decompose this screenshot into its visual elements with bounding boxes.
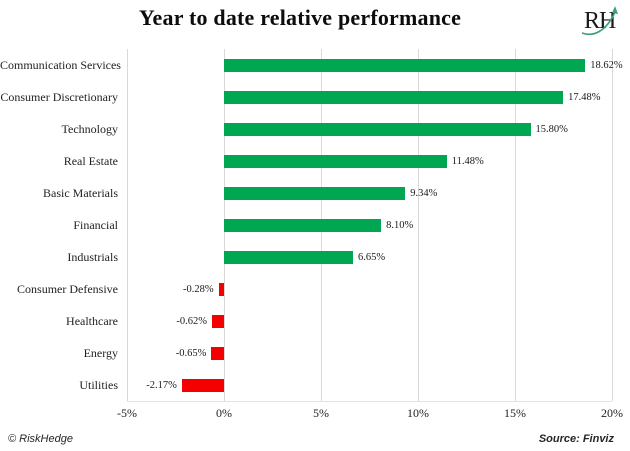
riskhedge-logo: RH xyxy=(580,4,622,40)
category-label-utilities: Utilities xyxy=(79,378,118,392)
x-tick--5: -5% xyxy=(117,406,137,420)
x-tick-10: 10% xyxy=(407,406,429,420)
value-label-technology: 15.80% xyxy=(535,123,568,135)
category-label-energy: Energy xyxy=(83,346,118,360)
x-tick-20: 20% xyxy=(601,406,623,420)
value-label-financial: 8.10% xyxy=(386,219,414,231)
bar-consumer-defensive xyxy=(218,282,224,296)
value-label-healthcare: -0.62% xyxy=(176,315,207,327)
x-tick-5: 5% xyxy=(313,406,329,420)
bar-communication-services xyxy=(224,58,586,72)
category-label-consumer-defensive: Consumer Defensive xyxy=(17,282,118,296)
bar-basic-materials xyxy=(224,186,406,200)
category-label-basic-materials: Basic Materials xyxy=(43,186,118,200)
value-label-consumer-discretionary: 17.48% xyxy=(568,91,601,103)
logo-arrow-icon xyxy=(581,6,618,36)
category-label-financial: Financial xyxy=(73,218,118,232)
category-label-technology: Technology xyxy=(61,122,118,136)
category-label-healthcare: Healthcare xyxy=(66,314,118,328)
category-label-real-estate: Real Estate xyxy=(63,154,118,168)
x-tick-0: 0% xyxy=(216,406,232,420)
bar-technology xyxy=(224,122,531,136)
category-label-industrials: Industrials xyxy=(67,250,118,264)
value-label-industrials: 6.65% xyxy=(358,251,386,263)
bar-industrials xyxy=(224,250,353,264)
gridline-15 xyxy=(515,49,516,401)
gridline--5 xyxy=(127,49,128,401)
value-axis: -5% 0% 5% 10% 15% 20% xyxy=(117,406,623,422)
gridline-20 xyxy=(612,49,613,401)
category-label-communication-services: Communication Services xyxy=(0,58,121,72)
bar-utilities xyxy=(181,378,224,392)
bar-consumer-discretionary xyxy=(224,90,564,104)
value-label-utilities: -2.17% xyxy=(146,379,177,391)
source-text: Source: Finviz xyxy=(538,433,614,445)
gridline-10 xyxy=(418,49,419,401)
value-label-communication-services: 18.62% xyxy=(590,59,623,71)
category-axis: Communication Services Consumer Discretio… xyxy=(0,49,121,401)
bar-energy xyxy=(211,346,224,360)
value-label-real-estate: 11.48% xyxy=(451,155,484,167)
value-label-basic-materials: 9.34% xyxy=(410,187,438,199)
bar-financial xyxy=(224,218,382,232)
bar-real-estate xyxy=(224,154,447,168)
value-label-consumer-defensive: -0.28% xyxy=(182,283,214,295)
x-tick-15: 15% xyxy=(504,406,526,420)
category-label-consumer-discretionary: Consumer Discretionary xyxy=(0,90,118,104)
value-label-energy: -0.65% xyxy=(175,347,207,359)
bar-healthcare xyxy=(211,314,224,328)
plot-area: 18.62% 17.48% 15.80% 11.48% 9.34% 8.10% 6.65% -… xyxy=(127,49,623,402)
chart-title: Year to date relative performance xyxy=(138,5,462,30)
copyright-text: © RiskHedge xyxy=(8,433,73,445)
